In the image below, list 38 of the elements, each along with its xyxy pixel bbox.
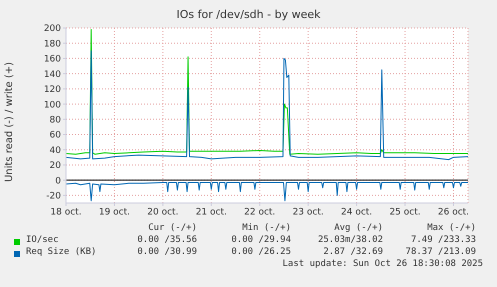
text: 7.49 /233.33 [410,235,476,245]
x-tick-label: 19 oct. [98,207,130,218]
y-tick-label: 20 [50,161,62,172]
text: 78.37 /213.09 [406,247,476,257]
y-tick-label: 80 [50,116,62,126]
text: Max (-/+) [427,223,476,233]
text: 0.00 /35.56 [137,235,197,245]
y-tick-label: -20 [46,192,62,202]
text: 25.03m/38.02 [318,235,383,245]
y-tick-label: 100 [44,100,62,110]
x-tick-label: 18 oct. [50,207,82,218]
text: Min (-/+) [242,223,291,233]
legend-label: Req Size (KB) [26,247,96,257]
y-tick-label: 160 [44,54,62,65]
text: 0.00 /30.99 [137,247,197,257]
y-axis-title: Units read (-) / write (+) [4,60,16,184]
text: Last update: Sun Oct 26 18:30:08 2025 [282,259,483,269]
text: 2.87 /32.69 [323,247,383,257]
x-tick-label: 25 oct. [389,207,421,218]
text: 0.00 /29.94 [231,235,291,245]
text: Avg (-/+) [334,223,383,233]
x-tick-label: 23 oct. [292,207,324,218]
text: Cur (-/+) [148,223,197,233]
y-tick-label: 180 [44,39,62,50]
x-tick-label: 24 oct. [341,207,372,218]
y-tick-label: 40 [50,146,62,156]
y-tick-label: 200 [44,24,62,34]
y-tick-label: 0 [55,176,62,186]
x-tick-label: 21 oct. [196,207,227,218]
text: 0.00 /26.25 [231,247,291,257]
legend-label: IO/sec [26,235,59,245]
y-tick-label: 120 [44,85,62,96]
y-tick-label: 140 [44,70,62,80]
x-tick-label: 22 oct. [244,207,276,218]
x-tick-label: 20 oct. [147,207,178,218]
x-tick-label: 26 oct. [438,207,470,218]
chart-title: IOs for /dev/sdh - by week [176,8,322,21]
y-tick-label: 60 [50,130,62,141]
